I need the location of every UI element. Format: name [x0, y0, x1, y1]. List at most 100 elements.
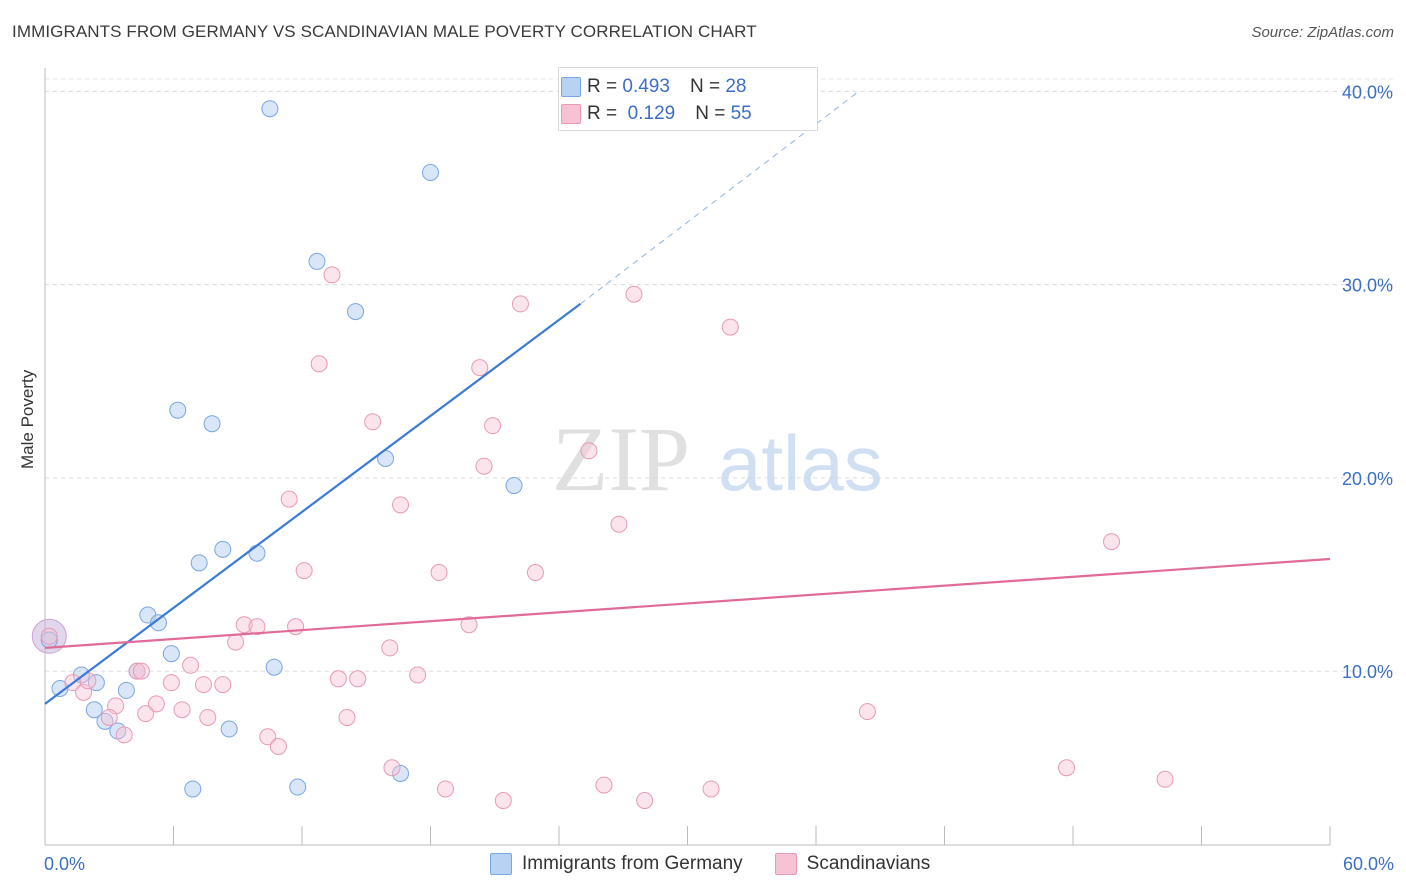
- legend-n-value: 28: [725, 76, 747, 97]
- point-scandinavians: [858, 703, 876, 721]
- point-scandinavians: [580, 442, 598, 460]
- point-scandinavians: [199, 708, 217, 726]
- point-germany: [220, 720, 238, 738]
- point-scandinavians: [329, 670, 347, 688]
- legend-n-label: N =: [689, 76, 721, 97]
- point-scandinavians: [269, 737, 287, 755]
- series-label-germany: Immigrants from Germany: [522, 853, 743, 874]
- legend-swatch-blue: [561, 77, 581, 97]
- point-scandinavians: [511, 295, 529, 313]
- point-scandinavians: [1156, 770, 1174, 788]
- point-scandinavians: [259, 728, 277, 746]
- legend-row-germany: R = 0.493 N = 28: [561, 74, 747, 100]
- point-scandinavians: [40, 627, 58, 645]
- point-germany: [392, 764, 410, 782]
- point-scandinavians: [610, 515, 628, 533]
- point-scandinavians: [430, 564, 448, 582]
- point-germany: [85, 701, 103, 719]
- point-germany: [308, 252, 326, 270]
- stats-legend: R = 0.493 N = 28 R = 0.129 N = 55: [558, 67, 818, 131]
- trend-line-scandinavians: [44, 557, 1331, 649]
- point-scandinavians: [471, 359, 489, 377]
- point-scandinavians: [227, 633, 245, 651]
- point-scandinavians: [484, 417, 502, 435]
- x-tick-label: 60.0%: [1343, 854, 1394, 874]
- point-scandinavians: [182, 656, 200, 674]
- point-scandinavians: [383, 759, 401, 777]
- point-scandinavians: [494, 792, 512, 810]
- series-legend-germany: Immigrants from Germany: [490, 853, 743, 875]
- point-germany: [203, 415, 221, 433]
- point-scandinavians: [147, 695, 165, 713]
- watermark-zip: ZIP: [552, 408, 690, 510]
- point-germany: [117, 681, 135, 699]
- point-scandinavians: [132, 662, 150, 680]
- point-scandinavians: [364, 413, 382, 431]
- point-scandinavians: [310, 355, 328, 373]
- series-swatch-pink: [774, 853, 797, 875]
- point-scandinavians: [625, 285, 643, 303]
- point-germany: [87, 674, 105, 692]
- point-germany: [347, 303, 365, 321]
- point-germany: [214, 540, 232, 558]
- point-scandinavians: [248, 618, 266, 636]
- point-scandinavians: [595, 776, 613, 794]
- trend-line-germany: [44, 303, 582, 705]
- y-tick-label: 20.0%: [1342, 469, 1393, 489]
- point-scandinavians: [194, 676, 212, 694]
- point-scandinavians: [392, 496, 410, 514]
- point-germany: [505, 477, 523, 495]
- point-scandinavians: [475, 457, 493, 475]
- series-legend-scandinavians: Scandinavians: [774, 853, 931, 875]
- point-scandinavians: [137, 705, 155, 723]
- watermark-atlas: atlas: [718, 419, 883, 507]
- point-scandinavians: [214, 676, 232, 694]
- point-germany: [150, 614, 168, 632]
- legend-swatch-pink: [561, 104, 581, 124]
- point-germany: [422, 163, 439, 181]
- point-scandinavians: [173, 701, 191, 719]
- point-scandinavians: [1058, 759, 1076, 777]
- legend-r-label: R =: [587, 103, 618, 124]
- series-swatch-blue: [490, 853, 512, 875]
- point-germany: [162, 645, 180, 663]
- point-scandinavians: [162, 674, 180, 692]
- point-scandinavians: [460, 616, 478, 634]
- point-germany: [289, 778, 307, 796]
- point-scandinavians: [436, 780, 454, 798]
- point-scandinavians: [287, 618, 305, 636]
- point-scandinavians: [526, 564, 544, 582]
- x-tick-label: 0.0%: [44, 854, 85, 874]
- chart-title: IMMIGRANTS FROM GERMANY VS SCANDINAVIAN …: [12, 22, 757, 41]
- point-scandinavians: [280, 490, 298, 508]
- point-scandinavians: [1103, 533, 1121, 551]
- point-germany: [190, 554, 208, 572]
- series-label-scandinavians: Scandinavians: [806, 853, 931, 874]
- point-scandinavians: [349, 670, 367, 688]
- point-germany: [169, 401, 187, 419]
- legend-r-value: 0.493: [622, 76, 670, 97]
- chart-source: Source: ZipAtlas.com: [1251, 24, 1394, 41]
- point-germany: [261, 100, 279, 118]
- point-scandinavians: [295, 562, 313, 580]
- legend-n-value: 55: [730, 103, 752, 124]
- point-scandinavians: [235, 616, 253, 634]
- series-legend: Immigrants from Germany Scandinavians: [490, 853, 962, 875]
- legend-r-value: 0.129: [627, 103, 676, 124]
- y-tick-label: 40.0%: [1342, 82, 1393, 102]
- point-scandinavians: [409, 666, 427, 684]
- point-scandinavians: [323, 266, 341, 284]
- point-scandinavians: [721, 318, 739, 336]
- y-tick-label: 30.0%: [1342, 276, 1393, 296]
- point-scandinavians: [115, 726, 133, 744]
- point-germany: [248, 544, 266, 562]
- point-germany: [184, 780, 202, 798]
- legend-n-label: N =: [695, 103, 726, 124]
- point-scandinavians: [100, 708, 118, 726]
- point-scandinavians: [381, 639, 399, 657]
- point-scandinavians: [702, 780, 720, 798]
- legend-r-label: R =: [587, 76, 618, 97]
- legend-row-scandinavians: R = 0.129 N = 55: [561, 101, 752, 127]
- y-axis-label: Male Poverty: [18, 369, 37, 469]
